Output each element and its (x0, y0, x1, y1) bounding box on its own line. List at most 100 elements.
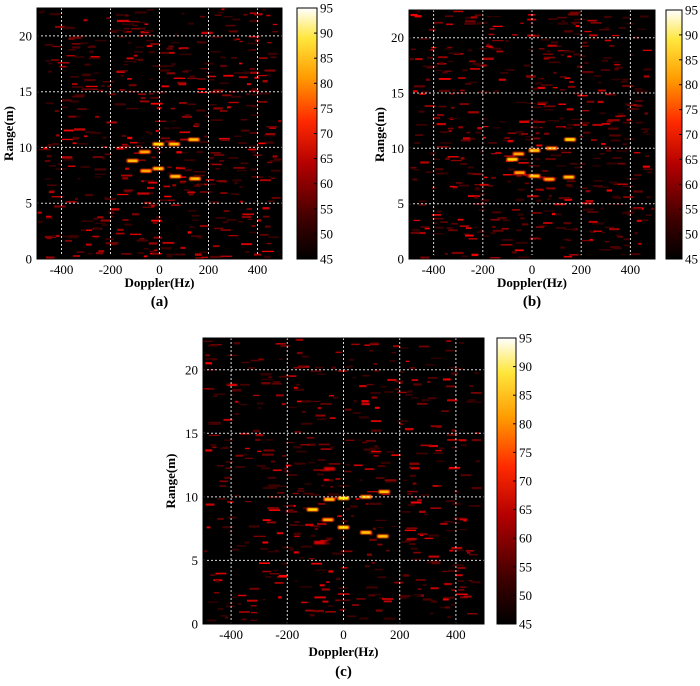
noise-speck (543, 210, 555, 212)
noise-speck (119, 89, 125, 91)
noise-speck (267, 200, 275, 202)
noise-speck (224, 439, 234, 441)
noise-speck (234, 400, 239, 403)
noise-speck (559, 117, 564, 120)
noise-speck (403, 479, 407, 481)
noise-speck (135, 46, 144, 48)
noise-speck (89, 149, 94, 151)
noise-speck (257, 450, 262, 453)
colorbar-tick-label: 70 (320, 126, 333, 141)
noise-speck (559, 89, 566, 91)
noise-speck (466, 131, 471, 134)
noise-speck (598, 89, 606, 92)
noise-speck (345, 507, 351, 510)
noise-speck (205, 449, 213, 452)
noise-speck (106, 17, 110, 19)
noise-speck (305, 609, 314, 612)
noise-speck (486, 43, 490, 46)
noise-speck (451, 372, 458, 375)
noise-speck (576, 65, 583, 68)
noise-speck (244, 251, 250, 253)
noise-speck (460, 139, 471, 142)
x-tick-label: -200 (275, 627, 299, 642)
noise-speck (449, 549, 455, 552)
noise-speck (345, 366, 350, 368)
noise-speck (367, 491, 378, 493)
noise-speck (445, 349, 455, 352)
hotspot (547, 147, 557, 150)
noise-speck (435, 226, 444, 229)
noise-speck (440, 221, 448, 223)
noise-speck (352, 376, 357, 379)
noise-speck (371, 562, 375, 564)
noise-speck (256, 464, 266, 467)
noise-speck (61, 99, 72, 102)
noise-speck (164, 140, 176, 143)
noise-speck (465, 234, 474, 237)
noise-speck (529, 237, 539, 239)
y-tick-label: 5 (26, 196, 33, 211)
colorbar-tick-label: 85 (320, 51, 333, 66)
noise-speck (598, 28, 610, 31)
noise-speck (210, 152, 221, 154)
colorbar-tick-label: 50 (685, 227, 698, 242)
noise-speck (409, 474, 416, 477)
noise-speck (72, 86, 84, 88)
noise-speck (634, 174, 642, 177)
noise-speck (407, 490, 418, 493)
noise-speck (44, 43, 54, 46)
noise-speck (463, 595, 472, 598)
noise-speck (634, 232, 638, 235)
noise-speck (323, 478, 329, 481)
noise-speck (531, 212, 542, 214)
noise-speck (220, 255, 232, 258)
noise-speck (642, 219, 649, 222)
noise-speck (644, 112, 649, 115)
noise-speck (556, 165, 567, 167)
noise-speck (538, 48, 545, 50)
noise-speck (189, 75, 195, 78)
noise-speck (250, 619, 258, 621)
x-tick-label: 0 (340, 627, 347, 642)
noise-speck (610, 246, 621, 248)
noise-speck (160, 51, 170, 54)
noise-speck (45, 60, 51, 62)
noise-speck (432, 116, 441, 120)
noise-speck (617, 235, 623, 238)
colorbar-tick-label: 75 (320, 101, 333, 116)
noise-speck (539, 126, 543, 129)
noise-speck (567, 186, 574, 188)
noise-speck (459, 225, 469, 227)
noise-speck (293, 446, 302, 449)
noise-speck (458, 184, 469, 187)
noise-speck (493, 15, 501, 18)
noise-speck (243, 13, 248, 16)
noise-speck (592, 185, 603, 187)
noise-speck (432, 124, 436, 126)
noise-speck (465, 20, 476, 23)
noise-speck (208, 79, 215, 81)
colorbar-tick-label: 95 (519, 331, 532, 346)
noise-speck (296, 384, 300, 386)
noise-speck (48, 143, 52, 147)
noise-speck (258, 358, 264, 361)
noise-speck (507, 180, 511, 183)
noise-speck (148, 51, 155, 54)
noise-speck (197, 88, 206, 90)
noise-speck (259, 547, 269, 550)
noise-speck (294, 462, 306, 465)
noise-speck (321, 484, 325, 487)
noise-speck (372, 527, 376, 530)
noise-speck (437, 114, 444, 116)
noise-speck (368, 451, 376, 454)
noise-speck (375, 519, 387, 521)
noise-speck (296, 338, 303, 341)
noise-speck (397, 420, 409, 422)
colorbar-tick-label: 85 (519, 388, 532, 403)
x-tick-label: 200 (199, 262, 219, 277)
noise-speck (253, 154, 262, 156)
noise-speck (394, 581, 404, 584)
noise-speck (614, 63, 621, 66)
